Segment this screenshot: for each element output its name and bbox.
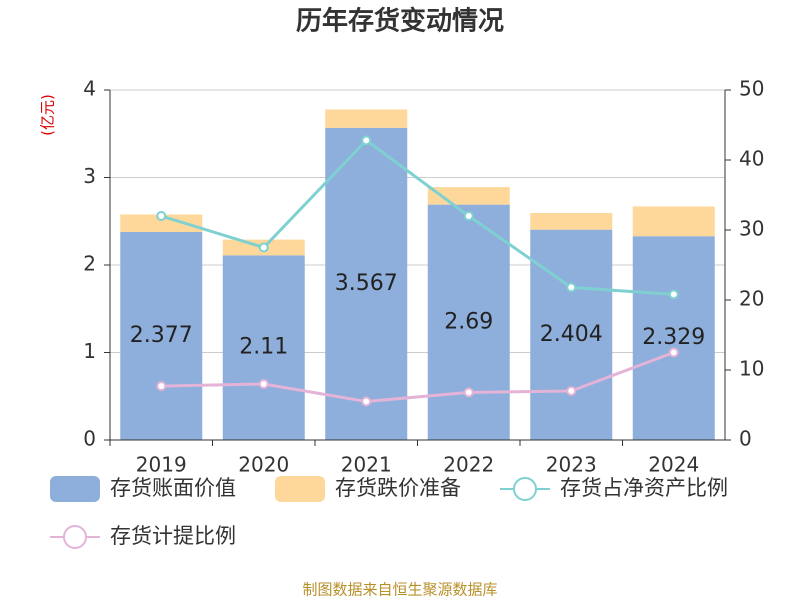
data-label: 2.377 <box>130 323 193 348</box>
y-tick-label: 1 <box>83 339 96 363</box>
bar <box>120 214 203 233</box>
x-tick-label: 2020 <box>238 453 289 477</box>
line <box>160 138 674 296</box>
x-tick-label: 2023 <box>546 453 597 477</box>
data-label: 2.11 <box>239 335 288 360</box>
x-tick-label: 2024 <box>648 453 699 477</box>
legend-label: 存货账面价值 <box>110 476 236 500</box>
data-label: 2.404 <box>540 322 603 347</box>
data-label: 3.567 <box>335 271 398 296</box>
legend-label: 存货计提比例 <box>110 524 236 548</box>
y2-tick-label: 30 <box>739 217 764 241</box>
line-point <box>361 396 372 407</box>
x-tick-label: 2019 <box>136 453 187 477</box>
y-tick-label: 3 <box>83 164 96 188</box>
y-tick-label: 2 <box>83 252 96 276</box>
y2-tick-label: 10 <box>739 357 764 381</box>
y-tick-label: 4 <box>83 77 96 101</box>
bar <box>120 232 203 440</box>
y2-tick-label: 0 <box>739 427 752 451</box>
y-tick-label: 0 <box>83 427 96 451</box>
legend-swatch <box>50 476 100 502</box>
legend-label: 存货占净资产比例 <box>560 476 728 500</box>
legend-label: 存货跌价准备 <box>335 476 461 500</box>
footer: 制图数据来自恒生聚源数据库 <box>302 581 497 599</box>
line <box>161 351 675 404</box>
line-point <box>156 211 167 221</box>
y2-tick-label: 20 <box>739 287 764 311</box>
line-point <box>463 387 474 398</box>
legend-swatch <box>513 477 537 501</box>
y-axis-label: (亿元) <box>39 94 57 136</box>
legend-swatch <box>63 525 87 549</box>
bar <box>325 109 408 128</box>
bar <box>325 127 408 440</box>
line-point <box>361 135 372 146</box>
y2-tick-label: 40 <box>739 147 764 171</box>
line-point <box>668 289 679 300</box>
bar <box>222 255 305 440</box>
x-tick-label: 2021 <box>341 453 392 477</box>
chart-title: 历年存货变动情况 <box>296 6 504 37</box>
line-point <box>463 211 474 221</box>
bar <box>530 213 613 230</box>
data-label: 2.329 <box>642 325 705 350</box>
line-point <box>668 347 679 358</box>
legend-swatch <box>275 476 325 502</box>
bar <box>632 206 715 237</box>
line-point <box>156 381 167 392</box>
bar <box>632 236 715 440</box>
line-point <box>566 282 577 293</box>
bar <box>530 229 613 440</box>
line-point <box>258 242 269 253</box>
line-point <box>566 386 577 396</box>
y2-tick-label: 50 <box>739 77 764 101</box>
x-tick-label: 2022 <box>443 453 494 477</box>
line-point <box>258 379 269 389</box>
data-label: 2.69 <box>444 309 493 334</box>
bar <box>427 204 510 440</box>
